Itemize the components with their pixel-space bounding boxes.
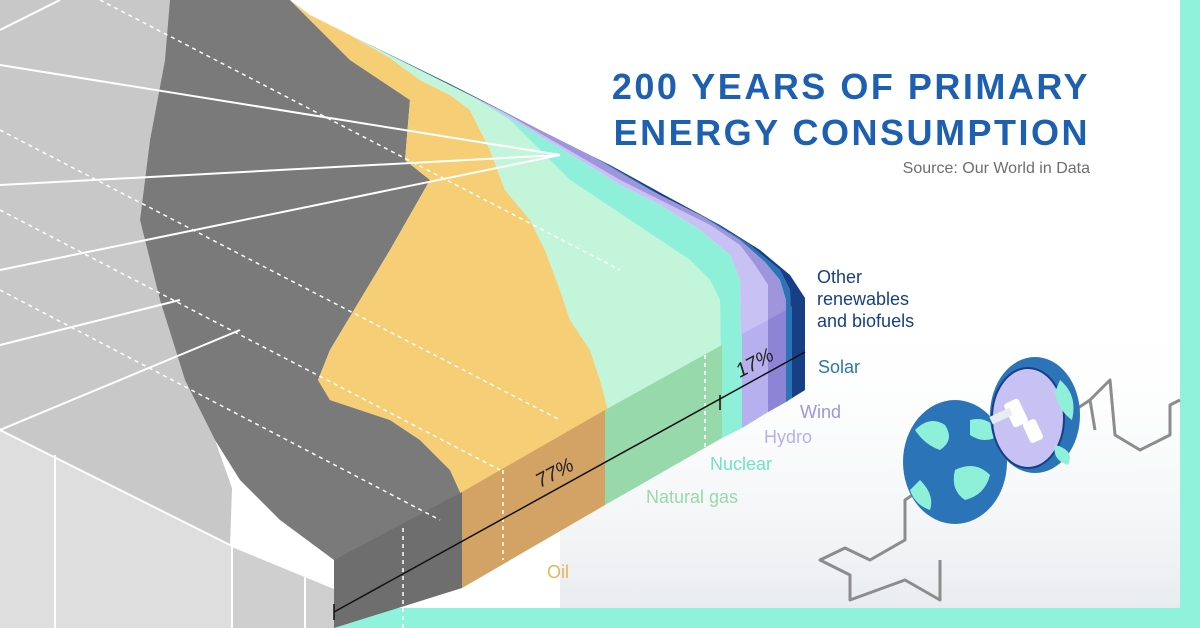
area-natural-gas [310,15,722,505]
grid-solid [0,0,561,628]
slab-side-solar [786,306,792,402]
area-nuclear [330,25,742,438]
area-oil [290,0,608,588]
area-traditional-biomass [0,0,232,546]
label-oil: Oil [547,562,569,582]
chart-title: 200 YEARS OF PRIMARY ENERGY CONSUMPTION [612,64,1090,156]
slab-side-other [792,298,805,398]
globe-plug-icon [903,357,1080,524]
cable [818,378,1181,602]
label-hydro: Hydro [764,427,813,447]
slab-side-oil [462,410,605,588]
slab-side-biomass [0,430,232,628]
slab-side-biomass-2 [232,546,334,628]
label-other-line-2: renewables [817,289,910,309]
slab-side-gas [605,345,722,505]
source-note: Source: Our World in Data [902,160,1090,177]
slab-side-nuclear [722,334,742,438]
title-line-2: ENERGY CONSUMPTION [613,112,1090,153]
label-solar: Solar [818,357,861,377]
title-line-1: 200 YEARS OF PRIMARY [611,66,1090,107]
label-other-line-3: and biofuels [817,311,915,331]
share-baseline [333,351,806,613]
label-wind: Wind [800,402,842,422]
label-nuclear: Nuclear [710,454,773,474]
slab-side-wind [768,310,786,412]
grid-dashed [402,528,404,628]
label-other-renewables: Other renewables and biofuels [817,266,914,332]
label-natural-gas: Natural gas [646,487,739,507]
slab-side-hydro [742,320,768,428]
label-other-line-1: Other [817,267,863,287]
area-coal [140,0,462,588]
